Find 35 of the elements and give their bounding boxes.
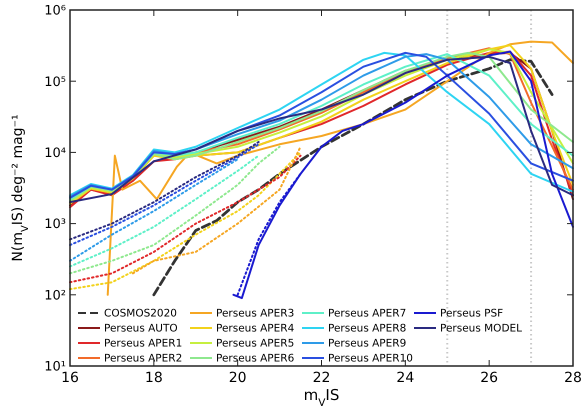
legend-label: Perseus APER3: [216, 308, 294, 320]
legend-label: Perseus PSF: [440, 308, 504, 320]
y-tick-label: 10⁶: [44, 4, 66, 19]
line-series: [69, 158, 239, 262]
line-series: [236, 172, 302, 296]
line-series: [132, 146, 302, 274]
line-series: [152, 58, 554, 296]
x-tick-label: 24: [396, 370, 414, 386]
legend-label: Perseus APER5: [216, 338, 294, 350]
legend-label: Perseus APER6: [216, 352, 295, 365]
legend-label: Perseus MODEL: [440, 322, 522, 335]
legend-label: Perseus APER1: [104, 338, 182, 350]
x-tick-label: 26: [480, 370, 498, 386]
x-tick-label: 18: [144, 370, 163, 386]
line-series: [69, 154, 260, 268]
x-tick-label: 28: [564, 370, 582, 386]
legend-label: COSMOS2020: [104, 308, 177, 320]
x-tick-label: 22: [312, 370, 330, 386]
x-tick-label: 20: [228, 370, 247, 386]
line-series: [69, 146, 281, 274]
legend-label: Perseus APER10: [328, 352, 413, 365]
x-tick-label: 16: [61, 370, 79, 386]
y-tick-label: 10²: [44, 288, 66, 304]
legend-label: Perseus APER7: [328, 308, 406, 320]
line-series: [106, 40, 574, 296]
legend-label: Perseus AUTO: [104, 322, 178, 335]
y-tick-label: 10⁵: [44, 74, 66, 90]
legend-label: Perseus APER9: [328, 338, 406, 350]
line-series: [232, 50, 574, 300]
x-axis-title: m$_{V}$IS: [304, 386, 340, 406]
y-tick-label: 10³: [44, 217, 66, 232]
legend-label: Perseus APER4: [216, 322, 295, 335]
legend-label: Perseus APER2: [104, 352, 182, 365]
legend-label: Perseus APER8: [328, 322, 406, 335]
y-tick-label: 10⁴: [44, 146, 66, 161]
